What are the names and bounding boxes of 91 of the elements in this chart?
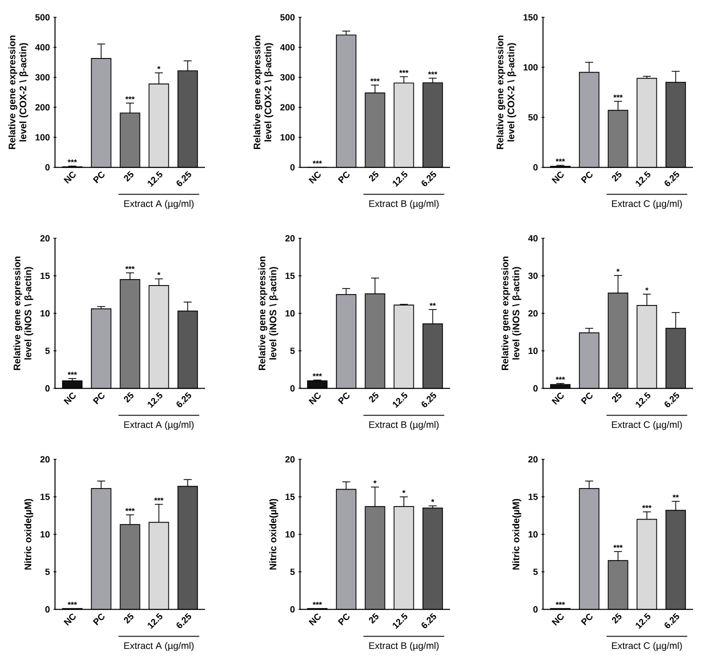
x-tick-label: 25: [612, 170, 622, 182]
x-tick-label: PC: [580, 172, 592, 184]
text: Extract C (µg/ml): [612, 420, 682, 430]
x-tick-label: 25: [612, 612, 622, 624]
y-tick-label: 5: [45, 348, 50, 354]
y-tick-label: 40: [528, 234, 538, 242]
x-tick-label: NC: [308, 172, 321, 184]
y-axis-title: Relative gene expression level (iNOS \ β-actin): [258, 256, 278, 370]
y-tick-label: 300: [280, 74, 295, 80]
text: Extract B (µg/ml): [369, 200, 439, 209]
y-tick-label: 5: [533, 568, 538, 575]
y-axis-title: Relative gene expression level (COX-2 \ β-actin): [253, 35, 274, 149]
y-tick-label: 10: [286, 530, 295, 538]
x-tick-label: NC: [308, 614, 321, 626]
y-tick-label: 300: [35, 74, 50, 80]
x-tick-label: PC: [338, 614, 350, 626]
x-tick-label: PC: [580, 614, 592, 626]
y-tick-label: 15: [528, 494, 538, 500]
x-tick-label: NC: [64, 172, 76, 184]
y-tick-label: 20: [285, 234, 295, 242]
x-tick-label: PC: [338, 172, 350, 184]
x-tick-label: NC: [552, 172, 564, 184]
x-tick-label: PC: [92, 614, 104, 626]
y-tick-label: 15: [286, 272, 295, 279]
y-axis-title: Relative gene expression level (iNOS \ β-actin): [501, 256, 522, 370]
y-tick-label: 10: [40, 530, 50, 538]
y-tick-label: 10: [40, 310, 50, 316]
y-tick-label: 30: [528, 272, 538, 279]
x-tick-label: PC: [338, 392, 350, 404]
y-tick-label: 0: [290, 606, 295, 612]
y-tick-label: 500: [280, 14, 295, 20]
y-tick-label: 100: [524, 64, 538, 70]
y-tick-label: 10: [528, 530, 538, 538]
y-axis-title: Nitric oxide(µM): [269, 498, 278, 570]
y-tick-label: 150: [524, 14, 538, 20]
y-tick-label: 0: [533, 384, 538, 392]
y-tick-label: 500: [35, 14, 50, 20]
x-tick-label: NC: [308, 392, 321, 405]
y-axis-title: Nitric oxide(µM): [512, 498, 522, 570]
y-axis-title: Relative gene expression level (COX-2 \ β-actin): [496, 35, 516, 149]
y-axis-title: Relative gene expression level (COX-2 \ β-actin): [8, 35, 28, 149]
x-tick-label: NC: [64, 392, 76, 405]
text: Extract B (µg/ml): [369, 642, 439, 651]
x-tick-label: 25: [368, 392, 378, 403]
x-tick-label: 25: [124, 170, 134, 182]
y-axis-title: Nitric oxide(µM): [24, 498, 34, 570]
y-tick-label: 0: [45, 384, 50, 392]
y-tick-label: 5: [45, 568, 50, 575]
text: Extract A (µg/ml): [124, 200, 194, 209]
text: Extract C (µg/ml): [612, 642, 682, 651]
x-tick-label: PC: [580, 392, 592, 404]
y-tick-label: 20: [528, 310, 538, 316]
y-tick-label: 20: [40, 456, 50, 462]
y-tick-label: 15: [40, 272, 50, 279]
y-tick-label: 200: [35, 104, 50, 110]
y-tick-label: 20: [40, 234, 50, 242]
y-tick-label: 10: [528, 347, 538, 354]
y-tick-label: 5: [290, 568, 295, 575]
x-tick-label: NC: [552, 392, 564, 405]
y-tick-label: 5: [290, 348, 295, 354]
y-tick-label: 400: [35, 44, 50, 50]
y-tick-label: 20: [285, 456, 295, 462]
y-tick-label: 0: [533, 606, 538, 612]
text: Extract B (µg/ml): [369, 420, 439, 430]
y-tick-label: 50: [528, 114, 538, 120]
x-tick-label: PC: [92, 172, 104, 184]
x-tick-label: 25: [368, 612, 378, 624]
y-tick-label: 100: [280, 134, 295, 140]
x-tick-label: 25: [368, 170, 378, 182]
text: Extract A (µg/ml): [124, 642, 194, 651]
y-tick-label: 15: [286, 494, 295, 500]
y-tick-label: 0: [290, 164, 295, 170]
y-tick-label: 0: [533, 164, 538, 170]
x-tick-label: NC: [552, 614, 564, 626]
y-tick-label: 100: [36, 134, 50, 140]
x-tick-label: 25: [124, 612, 134, 624]
x-tick-label: 25: [124, 392, 134, 403]
x-tick-label: PC: [92, 392, 104, 404]
y-tick-label: 15: [40, 494, 50, 500]
x-tick-label: NC: [64, 614, 76, 626]
y-tick-label: 10: [286, 310, 295, 316]
y-tick-label: 0: [290, 384, 295, 392]
y-tick-label: 0: [45, 164, 50, 170]
y-tick-label: 0: [45, 606, 50, 612]
text: Extract C (µg/ml): [612, 200, 682, 209]
x-tick-label: 25: [612, 392, 622, 403]
y-tick-label: 400: [280, 44, 295, 50]
text: Extract A (µg/ml): [124, 420, 194, 430]
y-tick-label: 20: [528, 456, 538, 462]
y-axis-title: Relative gene expression level (iNOS \ β-actin): [13, 256, 34, 370]
y-tick-label: 200: [280, 104, 295, 110]
